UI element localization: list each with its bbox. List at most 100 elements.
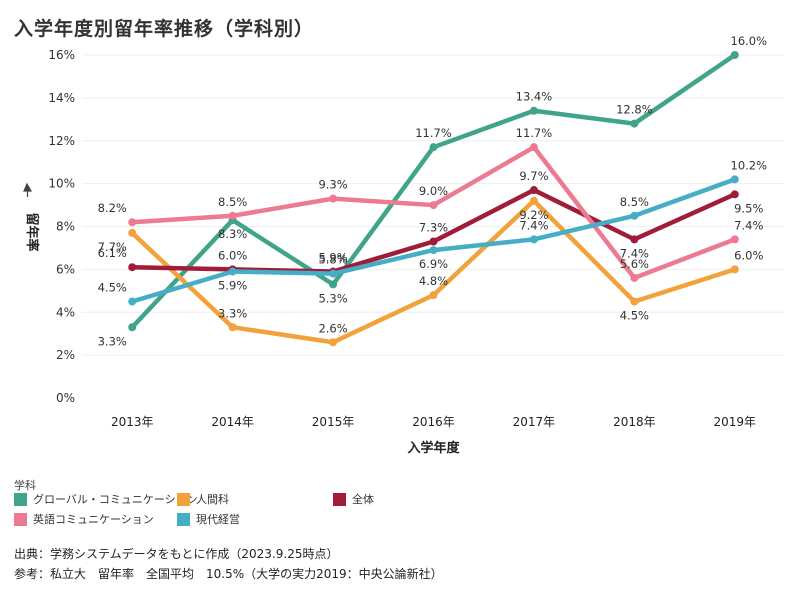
data-point: [730, 235, 739, 244]
data-point: [730, 190, 739, 199]
legend-swatch: [177, 492, 190, 506]
legend-label: グローバル・コミュニケーション: [33, 493, 198, 506]
legend-item-english-communication[interactable]: 英語コミュニケーション: [14, 511, 154, 527]
legend-item-overall[interactable]: 全体: [333, 491, 374, 507]
data-point: [329, 338, 338, 347]
pin-icon: [23, 182, 33, 197]
data-label: 13.4%: [516, 90, 553, 104]
data-label: 10.2%: [731, 158, 768, 172]
x-tick-label: 2018年: [613, 415, 656, 429]
x-tick-label: 2016年: [412, 415, 455, 429]
data-point: [228, 323, 237, 332]
data-point: [128, 228, 137, 237]
data-label: 7.7%: [98, 240, 127, 254]
y-tick-label: 16%: [48, 48, 75, 62]
data-label: 5.9%: [218, 279, 247, 293]
data-point: [529, 196, 538, 205]
data-label: 8.3%: [218, 227, 247, 241]
data-point: [429, 201, 438, 210]
data-point: [529, 143, 538, 152]
y-tick-label: 12%: [48, 134, 75, 148]
data-label: 9.0%: [419, 184, 448, 198]
data-label: 9.5%: [734, 201, 763, 215]
x-tick-label: 2014年: [211, 415, 254, 429]
x-axis-title: 入学年度: [407, 440, 460, 456]
data-point: [128, 297, 137, 306]
data-label: 16.0%: [731, 34, 768, 48]
legend-label: 英語コミュニケーション: [33, 513, 154, 526]
data-point: [228, 211, 237, 220]
data-point: [429, 143, 438, 152]
data-label: 7.4%: [519, 218, 548, 232]
data-point: [329, 269, 338, 278]
data-label: 7.4%: [734, 218, 763, 232]
axes: 0% 2% 4% 6% 8% 10% 12% 14% 16% 2013年 2014年 2015年 201…: [23, 48, 757, 456]
data-point: [128, 263, 137, 272]
legend-swatch: [14, 492, 27, 506]
data-label: 9.2%: [519, 208, 548, 222]
data-label: 4.5%: [98, 281, 127, 295]
data-label: 5.3%: [318, 291, 347, 305]
data-label: 11.7%: [516, 126, 553, 140]
line-chart: 0% 2% 4% 6% 8% 10% 12% 14% 16% 2013年 2014年 2015年 201…: [23, 34, 785, 456]
data-point: [429, 291, 438, 300]
x-tick-label: 2015年: [312, 415, 355, 429]
x-tick-label: 2017年: [513, 415, 556, 429]
reference-note: 参考：私立大 留年率 全国平均 10.5%（大学の実力2019：中央公論新社）: [14, 567, 443, 581]
x-tick-label: 2019年: [714, 415, 757, 429]
data-point: [429, 246, 438, 255]
data-point: [730, 175, 739, 184]
data-point: [429, 237, 438, 246]
data-labels: 3.3% 8.3% 5.3% 11.7% 13.4% 12.8% 16.0% 7.7% 3.3%…: [98, 34, 768, 348]
data-label: 8.2%: [98, 201, 127, 215]
data-point: [529, 106, 538, 115]
data-label: 9.7%: [519, 169, 548, 183]
data-label: 12.8%: [616, 103, 653, 117]
y-tick-label: 6%: [56, 262, 75, 276]
data-label: 11.7%: [415, 126, 452, 140]
data-label: 8.5%: [620, 195, 649, 209]
data-label: 5.9%: [318, 251, 347, 265]
data-label: 2.6%: [318, 321, 347, 335]
data-point: [630, 235, 639, 244]
legend-item-modern-management[interactable]: 現代経営: [177, 511, 240, 527]
data-point: [630, 273, 639, 282]
y-tick-label: 10%: [48, 177, 75, 191]
data-label: 3.3%: [98, 334, 127, 348]
data-label: 9.3%: [318, 178, 347, 192]
data-label: 4.5%: [620, 309, 649, 323]
data-point: [529, 235, 538, 244]
data-label: 6.0%: [734, 248, 763, 262]
data-point: [329, 280, 338, 289]
data-point: [730, 265, 739, 274]
legend-label: 人間科: [196, 493, 229, 506]
legend-title: 学科: [14, 479, 36, 492]
data-point: [630, 297, 639, 306]
data-label: 5.6%: [620, 257, 649, 271]
x-tick-label: 2013年: [111, 415, 154, 429]
data-label: 5.8%: [318, 253, 347, 267]
legend-swatch: [177, 512, 190, 526]
legend-item-human-science[interactable]: 人間科: [177, 491, 229, 507]
data-point: [128, 218, 137, 227]
y-axis-title: 留年率: [24, 212, 40, 251]
y-tick-label: 4%: [56, 305, 75, 319]
data-label: 6.0%: [218, 248, 247, 262]
data-point: [128, 323, 137, 332]
data-point: [228, 267, 237, 276]
legend-item-global-communication[interactable]: グローバル・コミュニケーション: [14, 491, 198, 507]
y-tick-label: 2%: [56, 348, 75, 362]
data-label: 4.8%: [419, 274, 448, 288]
data-point: [529, 186, 538, 195]
y-tick-label: 0%: [56, 391, 75, 405]
data-point: [730, 51, 739, 59]
legend-label: 現代経営: [196, 513, 240, 526]
data-label: 8.5%: [218, 195, 247, 209]
chart-title: 入学年度別留年率推移（学科別）: [14, 18, 315, 40]
y-tick-label: 8%: [56, 220, 75, 234]
y-tick-label: 14%: [48, 91, 75, 105]
data-point: [329, 194, 338, 203]
legend-label: 全体: [352, 493, 374, 506]
data-label: 3.3%: [218, 306, 247, 320]
source-note: 出典：学務システムデータをもとに作成（2023.9.25時点）: [14, 547, 339, 561]
